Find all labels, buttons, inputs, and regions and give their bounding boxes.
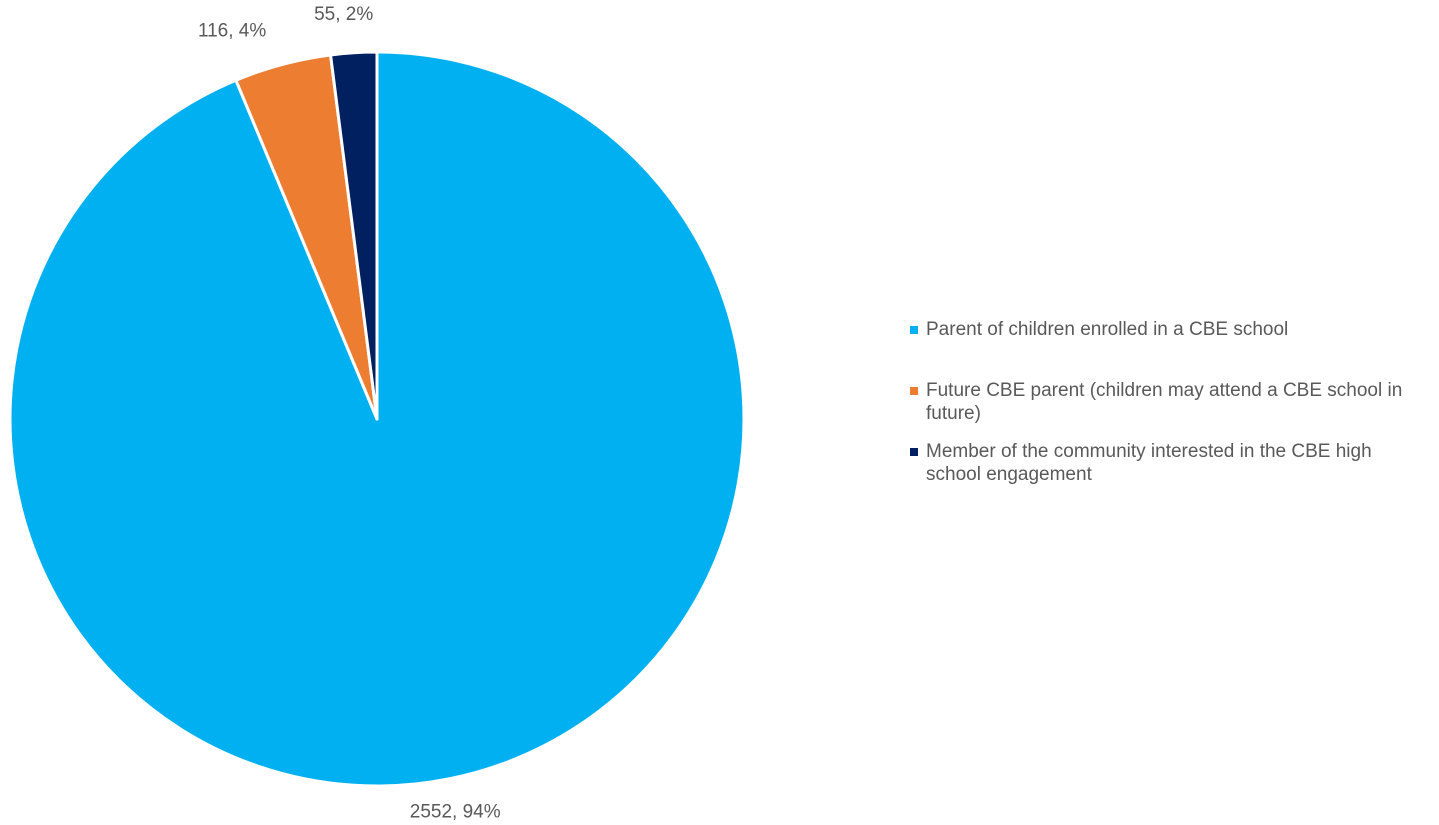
- legend-item-future-parent: Future CBE parent (children may attend a…: [910, 379, 1410, 425]
- legend-label-community-member: Member of the community interested in th…: [926, 441, 1372, 485]
- legend-swatch-future-parent: [910, 387, 918, 395]
- data-label-community-member: 55, 2%: [314, 4, 373, 25]
- legend-item-community-member: Member of the community interested in th…: [910, 440, 1410, 486]
- chart-legend: Parent of children enrolled in a CBE sch…: [910, 318, 1410, 486]
- legend-label-future-parent: Future CBE parent (children may attend a…: [926, 380, 1403, 424]
- pie-slice-community-member: [329, 50, 379, 421]
- data-label-future-parent: 116, 4%: [198, 21, 266, 42]
- data-label-parent: 2552, 94%: [410, 801, 501, 822]
- legend-swatch-parent: [910, 326, 918, 334]
- legend-swatch-community-member: [910, 448, 918, 456]
- legend-item-parent: Parent of children enrolled in a CBE sch…: [910, 318, 1410, 341]
- pie-slice-parent: [8, 50, 746, 788]
- legend-label-parent: Parent of children enrolled in a CBE sch…: [926, 319, 1289, 340]
